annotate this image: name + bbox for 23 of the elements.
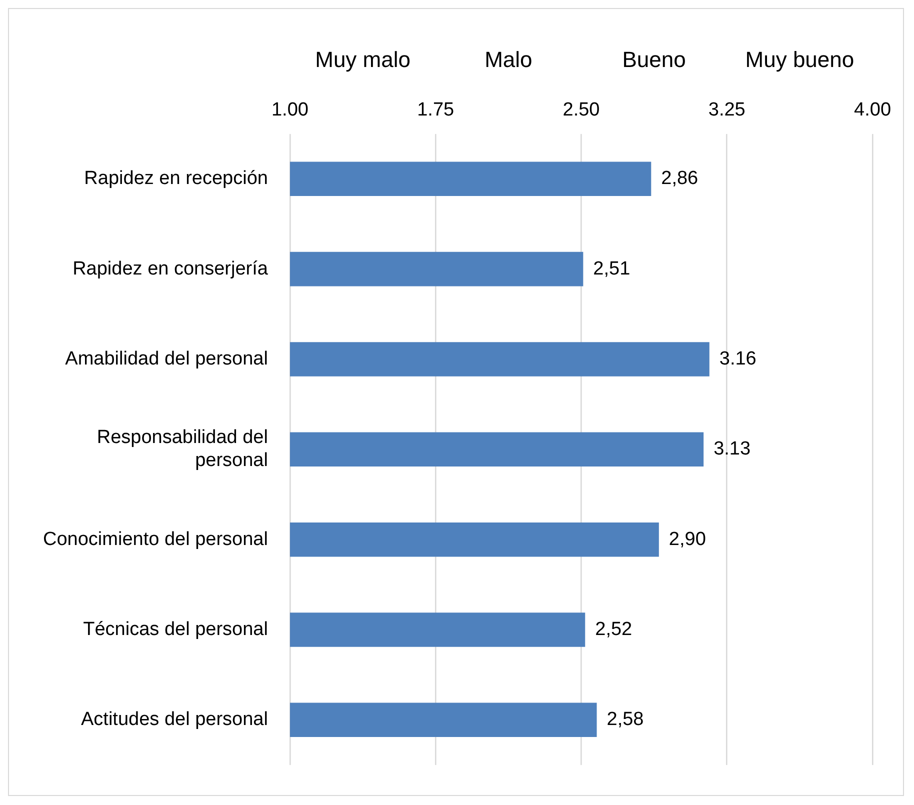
y-tick-label: Actitudes del personal (81, 709, 268, 730)
data-label: 2,58 (606, 709, 644, 730)
data-label: 3.13 (714, 438, 751, 460)
data-label: 2,86 (661, 168, 698, 190)
text: Malo (484, 47, 532, 72)
y-tick-label: Técnicas del personal (83, 618, 268, 640)
text: Muy bueno (745, 47, 854, 72)
x-tick-label: 3.25 (708, 100, 746, 121)
y-tick-label: Conocimiento del personal (43, 528, 268, 550)
y-tick-label: Responsabilidad del personal (96, 427, 268, 472)
x-tick-label: 4.00 (854, 100, 891, 121)
data-label: 2,90 (668, 528, 706, 550)
x-tick-label: 1.00 (271, 100, 308, 121)
text: Bueno (622, 47, 686, 72)
data-label: 2,51 (593, 258, 630, 280)
data-label: 3.16 (719, 348, 756, 370)
data-label: 2,52 (595, 618, 632, 640)
y-tick-label: Rapidez en conserjería (72, 258, 268, 280)
y-tick-label: Amabilidad del personal (65, 348, 268, 370)
text: Muy malo (315, 47, 410, 72)
x-tick-label: 2.50 (562, 100, 600, 121)
x-tick-label: 1.75 (417, 100, 454, 121)
y-tick-label: Rapidez en recepción (84, 168, 268, 190)
